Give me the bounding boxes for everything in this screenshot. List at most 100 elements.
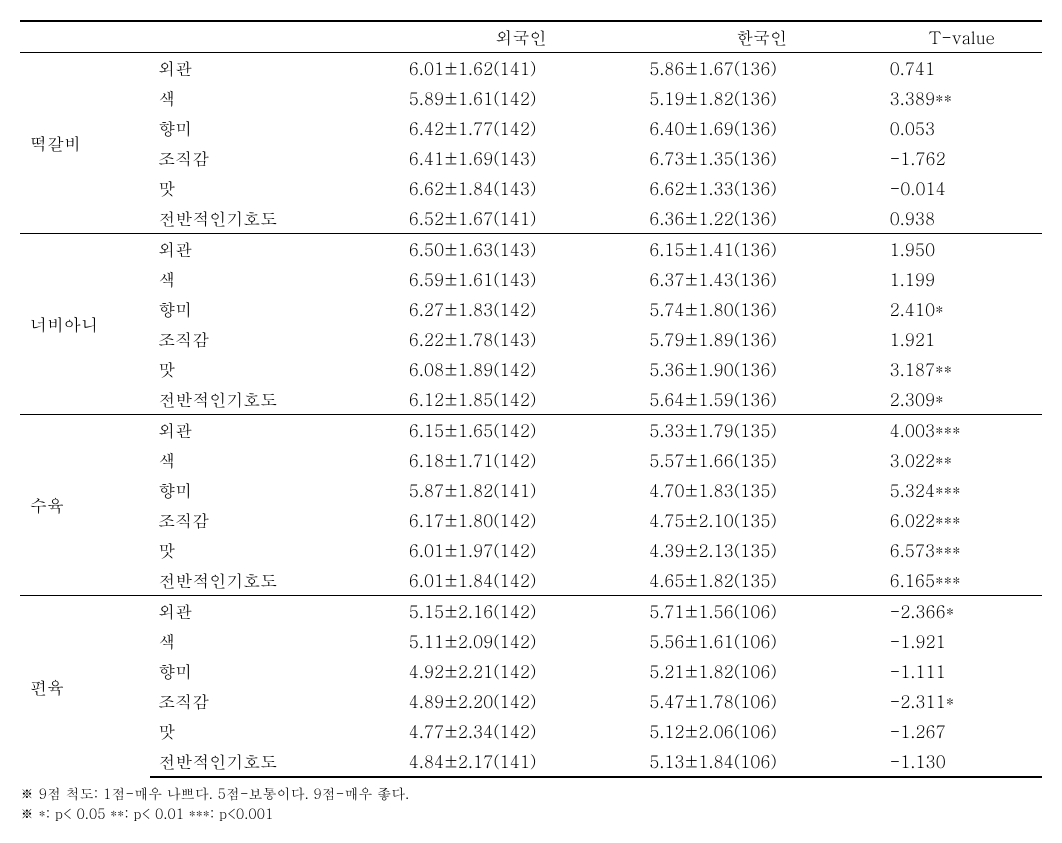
korean-value: 5.12±2.06(106) — [641, 716, 881, 746]
foreigner-value: 6.01±1.97(142) — [401, 535, 641, 565]
korean-value: 6.40±1.69(136) — [641, 113, 881, 143]
header-foreigner: 외국인 — [401, 21, 641, 53]
table-row: 전반적인기호도6.52±1.67(141)6.36±1.22(136)0.938 — [20, 203, 1042, 234]
header-tvalue: T-value — [882, 21, 1042, 53]
foreigner-value: 5.15±2.16(142) — [401, 596, 641, 627]
korean-value: 4.39±2.13(135) — [641, 535, 881, 565]
attribute-label: 전반적인기호도 — [150, 203, 400, 234]
footnote-scale: ※ 9점 척도: 1점-매우 나쁘다. 5점-보통이다. 9점-매우 좋다. — [20, 784, 1042, 804]
attribute-label: 조직감 — [150, 505, 400, 535]
foreigner-value: 6.18±1.71(142) — [401, 445, 641, 475]
header-korean: 한국인 — [641, 21, 881, 53]
table-row: 수육외관6.15±1.65(142)5.33±1.79(135)4.003*** — [20, 415, 1042, 446]
korean-value: 4.75±2.10(135) — [641, 505, 881, 535]
attribute-label: 조직감 — [150, 324, 400, 354]
t-value: -1.111 — [882, 656, 1042, 686]
comparison-table: 외국인 한국인 T-value 떡갈비외관6.01±1.62(141)5.86±… — [20, 20, 1042, 778]
attribute-label: 향미 — [150, 656, 400, 686]
foreigner-value: 5.87±1.82(141) — [401, 475, 641, 505]
foreigner-value: 6.27±1.83(142) — [401, 294, 641, 324]
table-row: 맛6.08±1.89(142)5.36±1.90(136)3.187** — [20, 354, 1042, 384]
foreigner-value: 6.41±1.69(143) — [401, 143, 641, 173]
korean-value: 6.73±1.35(136) — [641, 143, 881, 173]
footnotes: ※ 9점 척도: 1점-매우 나쁘다. 5점-보통이다. 9점-매우 좋다. ※… — [20, 784, 1042, 823]
header-blank-1 — [20, 21, 150, 53]
attribute-label: 맛 — [150, 354, 400, 384]
t-value: 2.410* — [882, 294, 1042, 324]
korean-value: 5.13±1.84(106) — [641, 746, 881, 777]
foreigner-value: 4.89±2.20(142) — [401, 686, 641, 716]
t-value: 4.003*** — [882, 415, 1042, 446]
table-row: 색6.18±1.71(142)5.57±1.66(135)3.022** — [20, 445, 1042, 475]
t-value: 6.165*** — [882, 565, 1042, 596]
t-value: 3.389** — [882, 83, 1042, 113]
foreigner-value: 6.22±1.78(143) — [401, 324, 641, 354]
foreigner-value: 6.50±1.63(143) — [401, 234, 641, 265]
attribute-label: 향미 — [150, 294, 400, 324]
table-row: 색5.11±2.09(142)5.56±1.61(106)-1.921 — [20, 626, 1042, 656]
group-name: 떡갈비 — [20, 53, 150, 234]
table-row: 조직감4.89±2.20(142)5.47±1.78(106)-2.311* — [20, 686, 1042, 716]
korean-value: 6.37±1.43(136) — [641, 264, 881, 294]
table-row: 떡갈비외관6.01±1.62(141)5.86±1.67(136)0.741 — [20, 53, 1042, 84]
korean-value: 5.86±1.67(136) — [641, 53, 881, 84]
attribute-label: 맛 — [150, 173, 400, 203]
korean-value: 5.64±1.59(136) — [641, 384, 881, 415]
attribute-label: 색 — [150, 626, 400, 656]
t-value: 2.309* — [882, 384, 1042, 415]
korean-value: 4.70±1.83(135) — [641, 475, 881, 505]
attribute-label: 외관 — [150, 415, 400, 446]
table-header-row: 외국인 한국인 T-value — [20, 21, 1042, 53]
foreigner-value: 4.92±2.21(142) — [401, 656, 641, 686]
table-row: 향미6.27±1.83(142)5.74±1.80(136)2.410* — [20, 294, 1042, 324]
table-row: 조직감6.17±1.80(142)4.75±2.10(135)6.022*** — [20, 505, 1042, 535]
attribute-label: 향미 — [150, 475, 400, 505]
attribute-label: 조직감 — [150, 686, 400, 716]
attribute-label: 색 — [150, 264, 400, 294]
korean-value: 4.65±1.82(135) — [641, 565, 881, 596]
t-value: -1.762 — [882, 143, 1042, 173]
footnote-pvalues: ※ *: p< 0.05 **: p< 0.01 ***: p<0.001 — [20, 804, 1042, 824]
attribute-label: 전반적인기호도 — [150, 384, 400, 415]
table-row: 색6.59±1.61(143)6.37±1.43(136)1.199 — [20, 264, 1042, 294]
foreigner-value: 6.17±1.80(142) — [401, 505, 641, 535]
table-row: 편육외관5.15±2.16(142)5.71±1.56(106)-2.366* — [20, 596, 1042, 627]
t-value: 1.921 — [882, 324, 1042, 354]
korean-value: 5.19±1.82(136) — [641, 83, 881, 113]
foreigner-value: 4.84±2.17(141) — [401, 746, 641, 777]
attribute-label: 향미 — [150, 113, 400, 143]
foreigner-value: 4.77±2.34(142) — [401, 716, 641, 746]
table-row: 향미5.87±1.82(141)4.70±1.83(135)5.324*** — [20, 475, 1042, 505]
attribute-label: 맛 — [150, 716, 400, 746]
table-row: 조직감6.22±1.78(143)5.79±1.89(136)1.921 — [20, 324, 1042, 354]
attribute-label: 맛 — [150, 535, 400, 565]
korean-value: 5.56±1.61(106) — [641, 626, 881, 656]
t-value: 5.324*** — [882, 475, 1042, 505]
t-value: 0.053 — [882, 113, 1042, 143]
t-value: -0.014 — [882, 173, 1042, 203]
group-name: 수육 — [20, 415, 150, 596]
t-value: 0.938 — [882, 203, 1042, 234]
attribute-label: 색 — [150, 445, 400, 475]
attribute-label: 색 — [150, 83, 400, 113]
foreigner-value: 5.89±1.61(142) — [401, 83, 641, 113]
table-row: 전반적인기호도4.84±2.17(141)5.13±1.84(106)-1.13… — [20, 746, 1042, 777]
group-name: 너비아니 — [20, 234, 150, 415]
table-row: 맛6.01±1.97(142)4.39±2.13(135)6.573*** — [20, 535, 1042, 565]
korean-value: 5.47±1.78(106) — [641, 686, 881, 716]
attribute-label: 전반적인기호도 — [150, 746, 400, 777]
t-value: -1.130 — [882, 746, 1042, 777]
korean-value: 5.21±1.82(106) — [641, 656, 881, 686]
table-row: 색5.89±1.61(142)5.19±1.82(136)3.389** — [20, 83, 1042, 113]
foreigner-value: 6.08±1.89(142) — [401, 354, 641, 384]
korean-value: 6.15±1.41(136) — [641, 234, 881, 265]
korean-value: 5.71±1.56(106) — [641, 596, 881, 627]
foreigner-value: 6.62±1.84(143) — [401, 173, 641, 203]
t-value: 3.022** — [882, 445, 1042, 475]
attribute-label: 외관 — [150, 234, 400, 265]
table-row: 전반적인기호도6.12±1.85(142)5.64±1.59(136)2.309… — [20, 384, 1042, 415]
attribute-label: 조직감 — [150, 143, 400, 173]
t-value: 1.950 — [882, 234, 1042, 265]
attribute-label: 외관 — [150, 53, 400, 84]
t-value: 6.022*** — [882, 505, 1042, 535]
